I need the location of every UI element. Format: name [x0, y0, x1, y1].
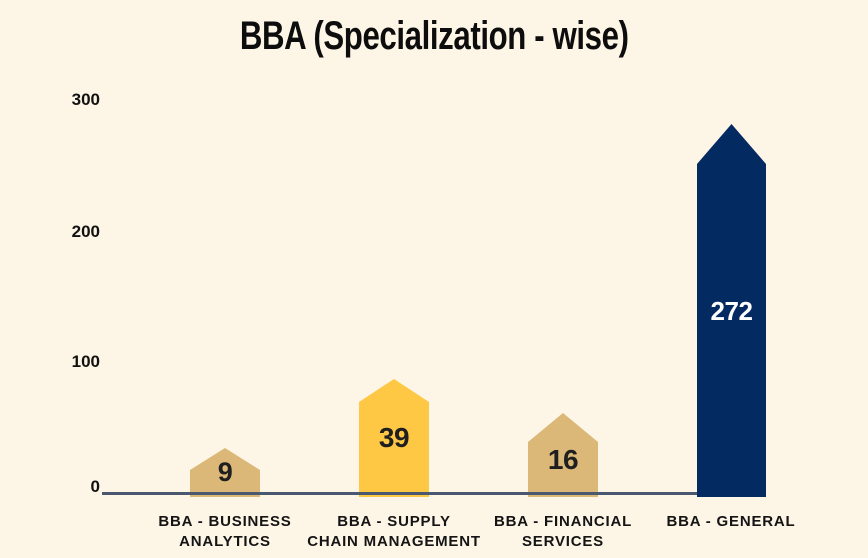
- category-label-bba-financial-services: BBA - FINANCIAL SERVICES: [453, 512, 673, 552]
- bar-value-label: 39: [378, 422, 410, 453]
- category-label-bba-general: BBA - GENERAL: [621, 512, 841, 532]
- category-label-line2: ANALYTICS: [179, 533, 271, 550]
- bar-value-label: 272: [710, 295, 753, 326]
- chart-title-text: BBA (Specialization - wise): [239, 14, 629, 58]
- category-label-line2: CHAIN MANAGEMENT: [307, 533, 481, 550]
- y-axis-tick-200: 200: [71, 222, 100, 241]
- category-label-line1: BBA - SUPPLY: [337, 513, 451, 530]
- bar-value-label: 9: [217, 457, 233, 487]
- y-axis-tick-100: 100: [71, 352, 100, 371]
- x-axis-line: [102, 492, 697, 495]
- y-axis-tick-300: 300: [71, 90, 100, 109]
- bar-value-label: 16: [547, 444, 579, 475]
- category-label-line1: BBA - FINANCIAL: [493, 513, 633, 530]
- bar-bba-financial-services: 16: [528, 413, 598, 497]
- category-label-bba-supply-chain-management: BBA - SUPPLY CHAIN MANAGEMENT: [284, 512, 504, 552]
- bar-bba-business-analytics: 9: [190, 448, 260, 497]
- category-label-bba-business-analytics: BBA - BUSINESS ANALYTICS: [115, 512, 335, 552]
- y-axis-tick-0: 0: [90, 477, 100, 496]
- bar-bba-general: 272: [697, 124, 766, 497]
- chart-title: BBA (Specialization - wise): [0, 14, 868, 59]
- category-label-line2: SERVICES: [522, 533, 604, 550]
- bar-bba-supply-chain-management: 39: [359, 379, 429, 497]
- category-label-line1: BBA - GENERAL: [666, 513, 796, 530]
- category-label-line1: BBA - BUSINESS: [158, 513, 292, 530]
